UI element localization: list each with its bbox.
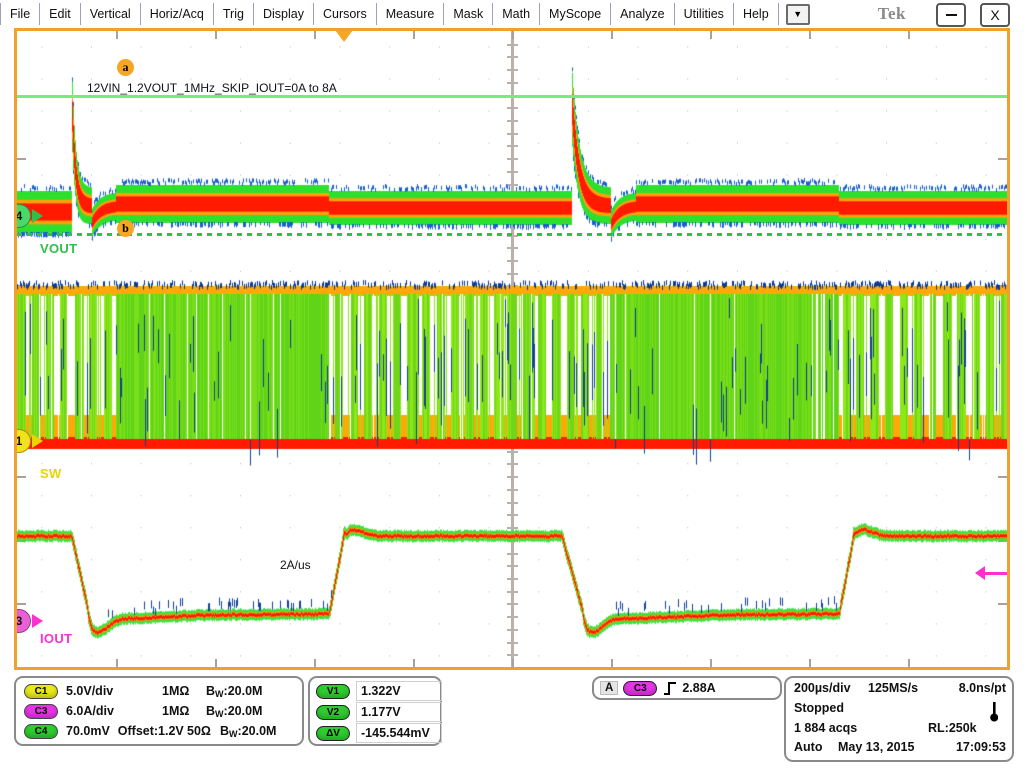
cursor-line-a[interactable] [17,95,1007,98]
run-state-value: Stopped [794,701,844,715]
channel-label-iout: IOUT [40,631,73,646]
close-button[interactable]: X [980,3,1010,27]
menu-item-vertical[interactable]: Vertical [81,3,141,25]
tek-logo: Tek [877,4,906,23]
trigger-position-marker[interactable] [335,31,353,42]
menu-item-edit[interactable]: Edit [40,3,81,25]
menu-item-mask[interactable]: Mask [444,3,494,25]
cursor-value-v2: 1.177V [356,702,442,722]
channel-arrow-3 [32,614,43,628]
waveform-graticule[interactable]: a b 12VIN_1.2VOUT_1MHz_SKIP_IOUT=0A to 8… [14,28,1010,670]
menu-item-utilities[interactable]: Utilities [675,3,734,25]
trigger-mode-value: Auto [794,740,823,754]
cursor-row-v1[interactable]: V1 1.322V [316,681,442,701]
trigger-level-marker[interactable] [975,566,1007,580]
rising-edge-icon [664,682,677,695]
record-length-value: RL:250k [928,721,977,735]
trigger-level-value: 2.88A [682,681,716,695]
cursor-readout-panel: V1 1.322V V2 1.177V ΔV -145.544mV [308,676,442,746]
cursor-row-v2[interactable]: V2 1.177V [316,702,442,722]
cursor-tag-a[interactable]: a [117,59,134,76]
trigger-level-thermometer-icon [990,702,998,722]
menu-item-analyze[interactable]: Analyze [611,3,675,25]
cursor-value-v1: 1.322V [356,681,442,701]
menu-item-cursors[interactable]: Cursors [314,3,377,25]
channel-scale-c3: 6.0A/div [66,704,114,718]
channel-bandwidth-c3: BW:20.0M [206,703,263,719]
date-value: May 13, 2015 [838,740,915,754]
cursor-line-b[interactable] [17,233,1007,236]
menu-item-help[interactable]: Help [734,3,779,25]
channel-scale-c4: 70.0mV [66,724,110,738]
trigger-source-letter: A [600,681,619,695]
channel-row-c4[interactable]: C4 70.0mV Offset:1.2V 50Ω BW:20.0M [24,721,296,741]
trigger-row: A C3 2.88A [600,679,716,697]
menu-item-display[interactable]: Display [254,3,314,25]
cursor-tag-b[interactable]: b [117,220,134,237]
menu-item-math[interactable]: Math [493,3,541,25]
channel-row-c3[interactable]: C3 6.0A/div 1MΩ BW:20.0M [24,701,296,721]
channel-offset-c4: Offset:1.2V [117,724,184,738]
channel-badge-c3[interactable]: C3 [24,703,58,719]
channel-arrow-4 [32,209,43,223]
sample-rate-value: 125MS/s [868,681,919,695]
cursor-value-delta-v: -145.544mV [356,723,442,743]
channel-bandwidth-c1: BW:20.0M [206,683,263,699]
menu-item-trig[interactable]: Trig [214,3,254,25]
channel-scale-c1: 5.0V/div [66,684,114,698]
trigger-channel-badge[interactable]: C3 [623,680,658,696]
channel-label-vout: VOUT [40,241,78,256]
resolution-value: 8.0ns/pt [958,681,1006,695]
timebase-value: 200µs/div [794,681,851,695]
channel-impedance-c1: 1MΩ [162,684,190,698]
channel-impedance-c4: 50Ω [187,724,211,738]
channel-row-c1[interactable]: C1 5.0V/div 1MΩ BW:20.0M [24,681,296,701]
time-value: 17:09:53 [955,740,1006,754]
acq-line-datetime: Auto May 13, 2015 17:09:53 [794,740,1006,760]
minimize-button[interactable] [936,3,966,27]
cursor-badge-v2[interactable]: V2 [316,704,350,720]
acq-line-state: Stopped [794,701,1006,721]
menu-item-horiz-acq[interactable]: Horiz/Acq [141,3,214,25]
cursor-badge-delta-v[interactable]: ΔV [316,725,350,741]
menu-item-myscope[interactable]: MyScope [540,3,612,25]
chevron-down-icon[interactable]: ▼ [785,3,810,25]
acq-count-value: 1 884 acqs [794,721,858,735]
trigger-status-panel[interactable]: A C3 2.88A [592,676,782,700]
menu-item-measure[interactable]: Measure [377,3,445,25]
slew-rate-annotation: 2A/us [280,558,311,572]
cursor-badge-v1[interactable]: V1 [316,683,350,699]
channel-badge-c4[interactable]: C4 [24,723,58,739]
channel-settings-panel: C1 5.0V/div 1MΩ BW:20.0M C3 6.0A/div 1MΩ… [14,676,304,746]
channel-arrow-1 [32,434,43,448]
menu-bar: File Edit Vertical Horiz/Acq Trig Displa… [0,0,1024,28]
channel-impedance-c3: 1MΩ [162,704,190,718]
cursor-row-delta[interactable]: ΔV -145.544mV [316,723,442,743]
acq-line-timebase: 200µs/div 125MS/s 8.0ns/pt [794,681,1006,701]
channel-bandwidth-c4: BW:20.0M [220,723,277,739]
acq-line-count: 1 884 acqs RL:250k [794,721,1006,741]
title-annotation: 12VIN_1.2VOUT_1MHz_SKIP_IOUT=0A to 8A [87,81,337,95]
channel-badge-c1[interactable]: C1 [24,683,58,699]
menu-item-file[interactable]: File [0,3,41,25]
acquisition-status-panel: 200µs/div 125MS/s 8.0ns/pt Stopped 1 884… [784,676,1014,762]
waveform-iout [17,31,1007,667]
channel-label-sw: SW [40,466,62,481]
